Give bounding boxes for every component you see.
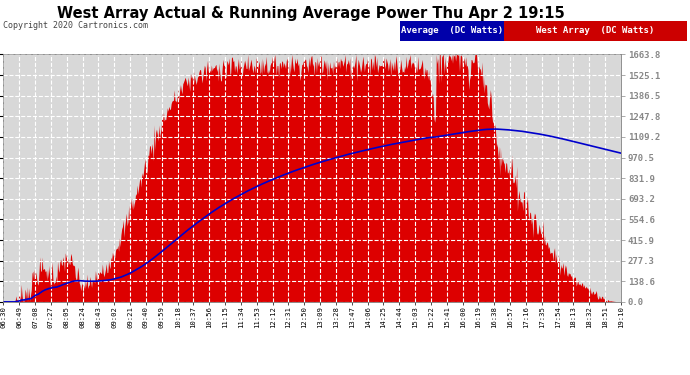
Text: Copyright 2020 Cartronics.com: Copyright 2020 Cartronics.com	[3, 21, 148, 30]
Text: Average  (DC Watts): Average (DC Watts)	[401, 26, 503, 35]
Text: West Array  (DC Watts): West Array (DC Watts)	[536, 26, 654, 35]
Text: West Array Actual & Running Average Power Thu Apr 2 19:15: West Array Actual & Running Average Powe…	[57, 6, 564, 21]
